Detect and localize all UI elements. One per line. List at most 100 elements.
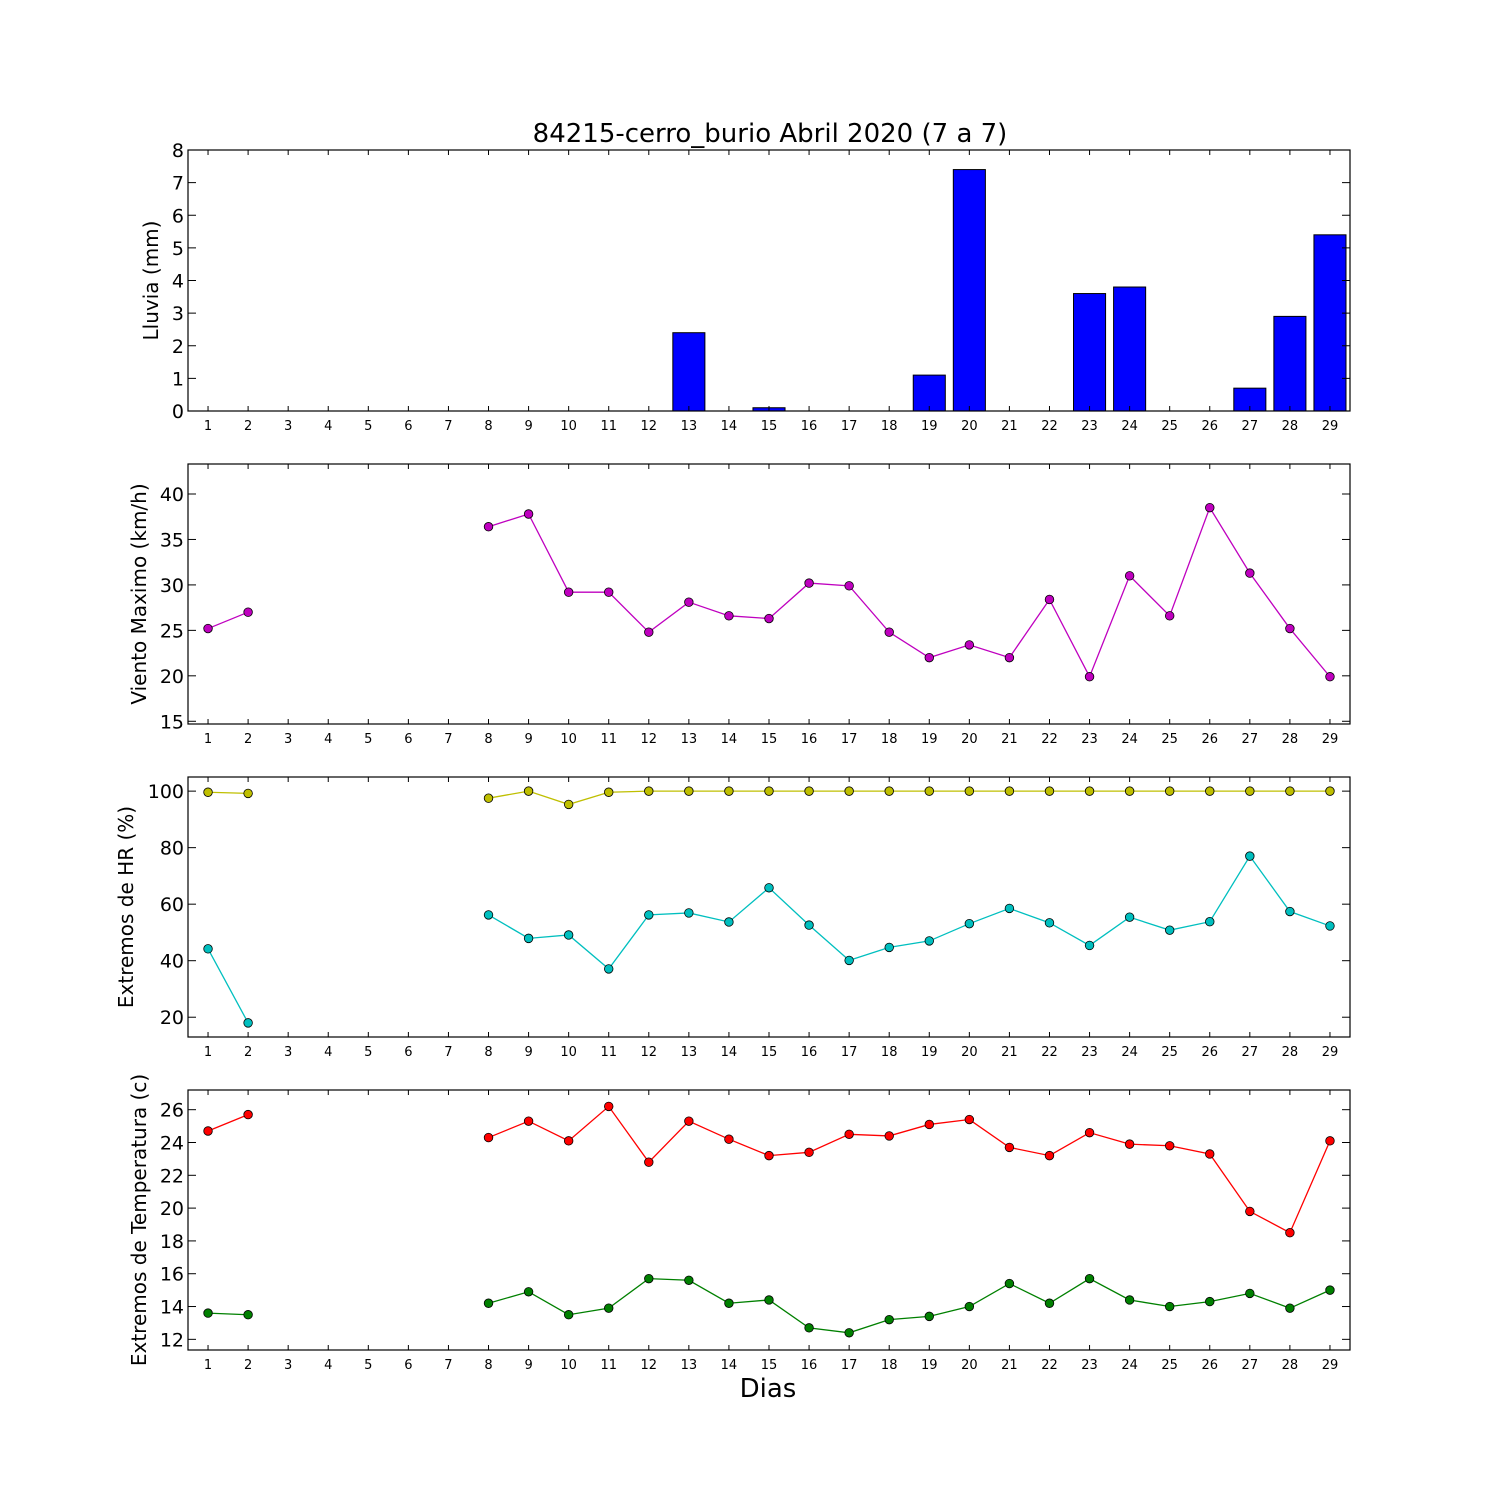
x-tick-label: 13 — [681, 419, 698, 434]
y-tick-label: 6 — [172, 205, 184, 227]
x-tick-label: 1 — [204, 419, 212, 434]
x-tick-label: 25 — [1161, 1045, 1178, 1060]
x-tick-label: 18 — [881, 732, 898, 747]
data-point — [203, 787, 213, 797]
x-tick-label: 12 — [641, 419, 658, 434]
y-axis-label: Extremos de HR (%) — [114, 806, 138, 1008]
x-tick-label: 12 — [641, 732, 658, 747]
x-tick-label: 7 — [444, 419, 452, 434]
data-point — [844, 581, 854, 591]
x-tick-label: 7 — [444, 1045, 452, 1060]
data-point — [844, 1328, 854, 1338]
x-tick-label: 21 — [1001, 732, 1018, 747]
x-axis-label: Dias — [740, 1374, 797, 1404]
data-point — [604, 787, 614, 797]
data-point — [1004, 652, 1015, 663]
x-tick-label: 24 — [1121, 732, 1138, 747]
x-tick-label: 17 — [841, 1045, 858, 1060]
data-point — [1164, 611, 1175, 621]
x-tick-label: 19 — [921, 1358, 938, 1373]
data-point — [483, 793, 494, 803]
data-point — [764, 1150, 774, 1161]
data-point — [804, 786, 814, 796]
data-point — [804, 920, 814, 930]
data-point — [724, 1298, 734, 1308]
x-tick-label: 8 — [484, 1045, 492, 1060]
chart-panel: 1 2 3 4 5 6 7 8 9 10 11 12 13 14 15 16 17 18 19 20 21 22 23 24 2… — [127, 1074, 1351, 1373]
data-point — [1164, 1301, 1175, 1312]
bar — [912, 374, 946, 412]
x-tick-label: 4 — [324, 1045, 332, 1060]
x-tick-label: 24 — [1121, 1358, 1138, 1373]
data-point — [1004, 903, 1015, 914]
x-tick-label: 11 — [600, 1358, 617, 1373]
series-line — [207, 948, 249, 1024]
bar — [1113, 286, 1147, 412]
data-point — [1044, 1150, 1055, 1161]
data-point — [1325, 1136, 1335, 1146]
y-tick-label: 40 — [160, 484, 184, 506]
x-tick-label: 23 — [1081, 419, 1098, 434]
x-tick-label: 23 — [1081, 732, 1098, 747]
x-tick-label: 6 — [404, 1358, 412, 1373]
bar — [672, 332, 706, 412]
x-tick-label: 21 — [1001, 1045, 1018, 1060]
data-point — [604, 587, 614, 597]
x-tick-label: 3 — [284, 732, 292, 747]
y-tick-label: 5 — [172, 238, 184, 260]
x-tick-label: 12 — [641, 1358, 658, 1373]
data-point — [1325, 1285, 1335, 1295]
y-tick-label: 20 — [160, 1007, 184, 1029]
y-tick-label: 100 — [148, 781, 184, 803]
x-tick-label: 24 — [1121, 419, 1138, 434]
x-tick-label: 29 — [1322, 732, 1339, 747]
y-tick-label: 7 — [172, 173, 184, 195]
series-line — [488, 854, 1331, 970]
x-tick-label: 22 — [1041, 732, 1058, 747]
data-point — [523, 1287, 534, 1297]
x-tick-label: 15 — [761, 419, 778, 434]
series-line — [488, 506, 1331, 679]
x-tick-label: 5 — [364, 419, 372, 434]
y-tick-label: 4 — [172, 271, 184, 293]
data-point — [1325, 672, 1335, 682]
y-tick-label: 14 — [160, 1297, 184, 1319]
data-point — [644, 910, 654, 920]
data-point — [203, 1308, 213, 1318]
data-point — [884, 627, 894, 637]
x-tick-label: 17 — [841, 419, 858, 434]
data-point — [1004, 786, 1015, 796]
data-point — [1124, 571, 1135, 581]
x-tick-label: 26 — [1201, 1358, 1218, 1373]
x-tick-label: 4 — [324, 419, 332, 434]
data-point — [1124, 1139, 1135, 1149]
data-point — [1205, 1149, 1215, 1159]
bar — [952, 169, 986, 412]
data-point — [684, 1116, 694, 1126]
x-tick-label: 26 — [1201, 1045, 1218, 1060]
x-tick-label: 7 — [444, 732, 452, 747]
chart-title: 84215-cerro_burio Abril 2020 (7 a 7) — [533, 119, 1008, 149]
data-point — [1004, 1142, 1015, 1153]
y-tick-label: 20 — [160, 1198, 184, 1220]
data-point — [1325, 921, 1335, 931]
x-tick-label: 22 — [1041, 1358, 1058, 1373]
y-tick-label: 20 — [160, 666, 184, 688]
x-tick-label: 13 — [681, 1045, 698, 1060]
x-tick-label: 1 — [204, 1045, 212, 1060]
x-tick-label: 28 — [1282, 1045, 1299, 1060]
data-point — [844, 786, 854, 796]
data-point — [1205, 917, 1215, 927]
series-line — [207, 1114, 249, 1132]
data-point — [1044, 1298, 1055, 1308]
data-point — [523, 933, 534, 944]
x-tick-label: 12 — [641, 1045, 658, 1060]
data-point — [1285, 1303, 1295, 1313]
data-point — [604, 1303, 614, 1313]
data-point — [523, 509, 534, 519]
x-tick-label: 3 — [284, 1045, 292, 1060]
x-tick-label: 25 — [1161, 732, 1178, 747]
y-tick-label: 80 — [160, 838, 184, 860]
data-point — [724, 917, 734, 927]
data-point — [884, 786, 894, 796]
